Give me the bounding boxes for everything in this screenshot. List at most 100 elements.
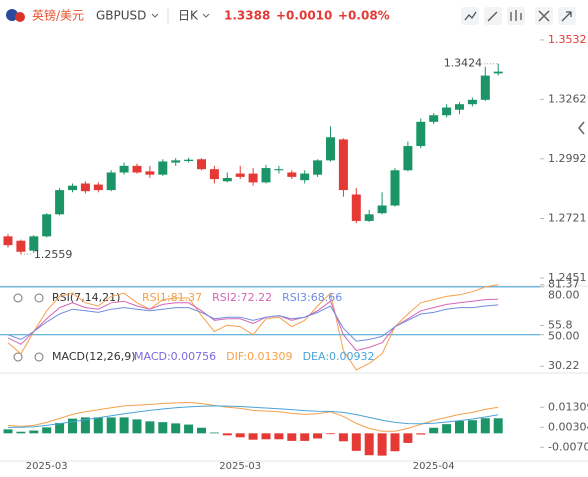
candle-body (209, 169, 219, 180)
candle-body (480, 75, 490, 100)
macd-bar (55, 422, 65, 434)
macd-bar (184, 424, 194, 434)
y-tick-label: 81.37 (548, 278, 580, 291)
candle-body (42, 214, 52, 237)
symbol[interactable]: GBPUSD (96, 9, 146, 23)
macd-bar (300, 433, 310, 441)
macd-bar (287, 433, 297, 441)
legend-entry: MACD:0.00756 (134, 350, 216, 363)
legend-entry: DIF:0.01309 (226, 350, 292, 363)
price: 1.3388 (224, 9, 270, 23)
candle-body (68, 185, 77, 191)
candle-body (467, 99, 477, 105)
candle-body (455, 104, 464, 110)
candle-body (119, 165, 129, 173)
candle-body (55, 190, 65, 215)
macd-bar (403, 433, 413, 443)
macd-bar (313, 433, 323, 439)
candle-body (197, 159, 206, 170)
legend-entry: RSI1:81.37 (142, 291, 202, 304)
candle-body (287, 172, 297, 177)
macd-bar (274, 433, 284, 440)
macd-bar (351, 433, 361, 451)
x-tick-label: 2025-03 (219, 461, 261, 472)
macd-bar (68, 418, 77, 434)
macd-line (7, 405, 499, 428)
macd-header: MACD(12,26,9) (13, 350, 136, 363)
candle-body (222, 177, 232, 182)
macd-bar (467, 420, 477, 434)
candle-body (184, 159, 194, 162)
macd-line (7, 401, 499, 432)
candle-body (29, 236, 39, 251)
macd-bar (42, 427, 52, 434)
macd-bar (377, 433, 387, 456)
macd-bar (429, 427, 439, 434)
macd-bar (93, 417, 103, 434)
candle-body (403, 146, 413, 171)
candle-body (338, 139, 348, 191)
candle-body (326, 137, 335, 161)
candle-body (16, 240, 26, 252)
eye-icon[interactable] (13, 293, 23, 303)
macd-bar (493, 418, 503, 434)
candle-body (377, 205, 387, 214)
rsi-header: RSI(7,14,21) (13, 291, 120, 304)
x-tick-label: 2025-03 (26, 461, 68, 472)
eye-icon[interactable] (13, 352, 23, 362)
candle-body (274, 169, 284, 171)
high-annotation: 1.3424 (444, 57, 483, 70)
macd-bar (261, 433, 271, 440)
macd-bar (145, 421, 155, 434)
dropdown-icon[interactable] (202, 13, 210, 18)
candle-body (93, 184, 103, 191)
macd-bar (455, 420, 464, 434)
candle-body (261, 168, 271, 183)
y-tick-label: 1.2992 (548, 152, 587, 165)
macd-bar (3, 429, 13, 434)
legend-entry: RSI3:68.66 (282, 291, 342, 304)
macd-bar (338, 433, 348, 442)
flag-icon (6, 9, 18, 21)
change: +0.0010 (276, 9, 332, 23)
candle-body (313, 160, 323, 175)
rsi-line (7, 298, 499, 352)
candle-body (106, 172, 116, 191)
tool-icon (464, 10, 572, 22)
y-tick-label: 1.2721 (548, 211, 587, 224)
candle-body (364, 214, 374, 221)
macd-bar (480, 418, 490, 434)
candle-body (3, 236, 13, 246)
candle-body (351, 194, 361, 221)
rsi-line (7, 304, 499, 342)
y-tick-label: 0.00304 (548, 420, 588, 433)
pair-name[interactable]: 英镑/美元 (32, 8, 84, 23)
macd-bar (171, 423, 181, 434)
low-annotation: 1.2559 (34, 248, 73, 261)
y-tick-label: 0.01309 (548, 400, 588, 413)
settings-icon[interactable] (34, 293, 44, 303)
macd-bar (442, 424, 452, 434)
y-tick-label: 30.22 (548, 359, 580, 372)
legend-entry: DEA:0.00932 (303, 350, 375, 363)
macd-bar (132, 419, 142, 434)
macd-bar (158, 422, 168, 434)
macd-bar (390, 433, 400, 452)
x-tick-label: 2025-04 (413, 461, 455, 472)
macd-bar (16, 431, 26, 434)
y-tick-label: 55.8 (548, 318, 573, 331)
collapse-arrow[interactable] (578, 121, 585, 135)
macd-bar (222, 433, 232, 436)
candle-body (493, 71, 503, 74)
dropdown-icon[interactable] (151, 13, 159, 18)
period[interactable]: 日K (178, 9, 199, 23)
candle-body (80, 183, 90, 192)
candle-body (158, 161, 168, 175)
macd-bar (235, 433, 245, 438)
macd-bar (106, 417, 116, 434)
macd-bar (209, 432, 219, 434)
settings-icon[interactable] (34, 352, 44, 362)
y-tick-label: -0.00701 (548, 440, 588, 453)
macd-bar (416, 433, 426, 435)
macd-bar (29, 430, 39, 434)
